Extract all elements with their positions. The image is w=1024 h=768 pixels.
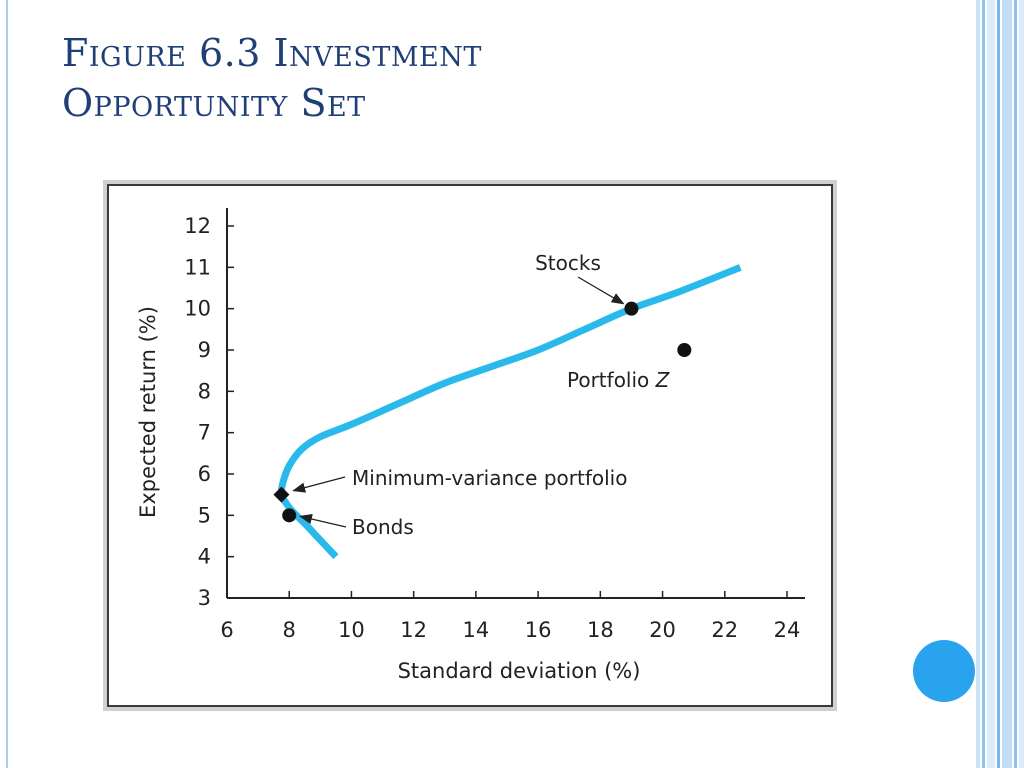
stocks-arrow [577, 276, 625, 305]
x-tick-label: 18 [587, 618, 614, 642]
x-tick-label: 24 [774, 618, 801, 642]
data-point-marker [282, 508, 297, 523]
y-tick-label: 10 [184, 297, 211, 321]
y-tick-label: 9 [198, 338, 211, 362]
bonds-label: Bonds [352, 515, 414, 539]
efficient-frontier-curve [277, 264, 742, 560]
slide-title-line-2: Opportunity Set [62, 81, 366, 125]
stocks-label: Stocks [535, 251, 601, 275]
portfolio-z-label-italic: Z [655, 368, 671, 392]
y-tick-label: 5 [198, 503, 211, 527]
decorative-circle [913, 640, 975, 702]
left-border-rule [6, 0, 8, 768]
x-tick-label: 8 [283, 618, 296, 642]
x-tick-label: 12 [400, 618, 427, 642]
x-tick-label: 6 [220, 618, 233, 642]
x-tick-label: 16 [525, 618, 552, 642]
bonds-arrow [298, 513, 347, 528]
right-border-stripes [976, 0, 1024, 768]
slide-title: Figure 6.3 Investment Opportunity Set [62, 28, 962, 128]
y-tick-label: 3 [198, 586, 211, 610]
y-tick-label: 8 [198, 379, 211, 403]
x-axis-title: Standard deviation (%) [398, 659, 641, 683]
portfolio-z-label-text: Portfolio [567, 368, 656, 392]
y-tick-label: 6 [198, 462, 211, 486]
investment-opportunity-chart: 3 4 5 6 7 8 9 10 11 12 6 8 10 12 14 16 18 20 22 24 Standard … [136, 208, 805, 683]
portfolio-z-label: Portfolio Z [567, 368, 671, 392]
x-tick-label: 20 [649, 618, 676, 642]
figure-frame: 3 4 5 6 7 8 9 10 11 12 6 8 10 12 14 16 18 20 22 24 Standard … [103, 180, 837, 711]
y-tick-label: 11 [184, 255, 211, 279]
y-tick-label: 7 [198, 421, 211, 445]
data-point-marker [624, 301, 639, 316]
x-tick-label: 10 [338, 618, 365, 642]
min-variance-label: Minimum-variance portfolio [352, 466, 627, 490]
y-axis-title: Expected return (%) [136, 306, 160, 518]
min-variance-arrow [292, 476, 346, 493]
data-point-marker [677, 343, 692, 357]
y-tick-label: 4 [198, 545, 211, 569]
min-variance-marker [273, 486, 290, 503]
x-tick-label: 22 [711, 618, 738, 642]
x-tick-label: 14 [463, 618, 490, 642]
figure-panel: 3 4 5 6 7 8 9 10 11 12 6 8 10 12 14 16 18 20 22 24 Standard … [107, 184, 833, 707]
slide-title-line-1: Figure 6.3 Investment [62, 31, 482, 75]
y-tick-label: 12 [184, 214, 211, 238]
